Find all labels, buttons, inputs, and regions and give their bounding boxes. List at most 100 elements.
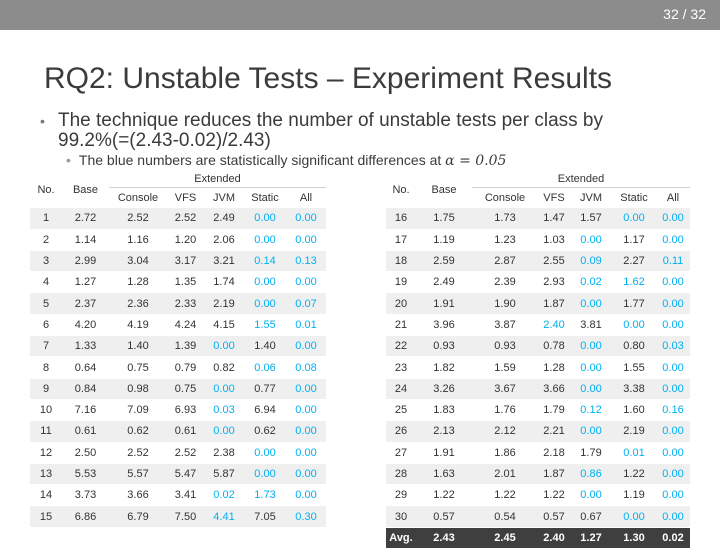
- cell-static: 0.14: [244, 250, 286, 273]
- cell-base: 2.59: [416, 250, 472, 273]
- cell-base: 1.33: [62, 335, 109, 358]
- cell-no: 9: [30, 378, 62, 400]
- cell-all: 0.00: [656, 442, 690, 464]
- cell-all: 0.00: [286, 378, 326, 400]
- header-all: All: [299, 192, 313, 205]
- cell-console: 3.04: [109, 250, 167, 273]
- cell-jvm: 3.81: [570, 314, 612, 337]
- table-row: 15 6.86 6.79 7.50 4.41 7.05 0.30: [30, 505, 326, 528]
- cell-base: 0.84: [62, 378, 109, 400]
- cell-all: 0.00: [286, 399, 326, 422]
- cell-console: 0.54: [472, 505, 538, 528]
- cell-no: 12: [30, 442, 62, 464]
- cell-console: 2.52: [109, 208, 167, 230]
- main-bullet-text: The technique reduces the number of unst…: [58, 110, 603, 151]
- cell-jvm: 0.00: [204, 335, 244, 358]
- cell-static: 1.55: [244, 314, 286, 337]
- cell-all: 0.00: [286, 420, 326, 443]
- cell-console: 1.22: [472, 484, 538, 507]
- cell-vfs: 2.33: [167, 292, 204, 315]
- cell-base: 1.19: [416, 229, 472, 251]
- cell-static: 0.00: [244, 271, 286, 294]
- header-jvm: JVM: [580, 192, 602, 205]
- cell-all: 0.16: [656, 399, 690, 422]
- cell-console: 1.73: [472, 208, 538, 230]
- table-row: 26 2.13 2.12 2.21 0.00 2.19 0.00: [386, 420, 690, 443]
- cell-static: 0.00: [244, 229, 286, 251]
- cell-jvm: 0.00: [570, 229, 612, 251]
- cell-vfs: 1.87: [538, 463, 570, 486]
- header-extended: Extended: [472, 171, 690, 188]
- cell-all: 0.00: [656, 420, 690, 443]
- cell-static: 0.06: [244, 356, 286, 379]
- cell-jvm: 0.03: [204, 399, 244, 422]
- cell-jvm: 2.49: [204, 208, 244, 230]
- cell-jvm: 0.02: [570, 271, 612, 294]
- cell-console: 2.87: [472, 250, 538, 273]
- sub-bullet-dot-icon: •: [66, 152, 71, 168]
- cell-no: 10: [30, 399, 62, 422]
- cell-all: 0.00: [286, 335, 326, 358]
- cell-static: 1.19: [612, 484, 656, 507]
- cell-static: 1.22: [612, 463, 656, 486]
- cell-all: 0.07: [286, 292, 326, 315]
- cell-static: 2.27: [612, 250, 656, 273]
- cell-all: 0.00: [656, 356, 690, 379]
- avg-cell-static: 1.30: [612, 527, 656, 549]
- table-row: 13 5.53 5.57 5.47 5.87 0.00 0.00: [30, 463, 326, 486]
- cell-console: 4.19: [109, 314, 167, 337]
- cell-jvm: 2.38: [204, 442, 244, 464]
- cell-no: 18: [386, 250, 416, 273]
- table-row: 19 2.49 2.39 2.93 0.02 1.62 0.00: [386, 271, 690, 294]
- cell-vfs: 6.93: [167, 399, 204, 422]
- cell-console: 2.12: [472, 420, 538, 443]
- cell-base: 2.49: [416, 271, 472, 294]
- cell-static: 3.38: [612, 378, 656, 400]
- cell-all: 0.00: [286, 208, 326, 230]
- cell-no: 24: [386, 378, 416, 400]
- cell-console: 1.90: [472, 292, 538, 315]
- cell-vfs: 1.79: [538, 399, 570, 422]
- cell-static: 1.73: [244, 484, 286, 507]
- cell-console: 1.86: [472, 442, 538, 464]
- table-row: 9 0.84 0.98 0.75 0.00 0.77 0.00: [30, 378, 326, 400]
- cell-base: 1.83: [416, 399, 472, 422]
- cell-static: 1.77: [612, 292, 656, 315]
- cell-static: 1.40: [244, 335, 286, 358]
- table-row: 5 2.37 2.36 2.33 2.19 0.00 0.07: [30, 292, 326, 315]
- cell-base: 6.86: [62, 505, 109, 528]
- cell-vfs: 2.52: [167, 208, 204, 230]
- cell-console: 2.01: [472, 463, 538, 486]
- cell-no: 29: [386, 484, 416, 507]
- table-row: 24 3.26 3.67 3.66 0.00 3.38 0.00: [386, 378, 690, 400]
- cell-all: 0.00: [656, 505, 690, 528]
- cell-base: 1.27: [62, 271, 109, 294]
- cell-base: 7.16: [62, 399, 109, 422]
- cell-all: 0.00: [656, 378, 690, 400]
- cell-no: 3: [30, 250, 62, 273]
- cell-static: 1.17: [612, 229, 656, 251]
- table-row: 1 2.72 2.52 2.52 2.49 0.00 0.00: [30, 208, 326, 230]
- cell-console: 1.23: [472, 229, 538, 251]
- cell-vfs: 2.21: [538, 420, 570, 443]
- cell-vfs: 1.87: [538, 292, 570, 315]
- cell-static: 0.00: [612, 505, 656, 528]
- cell-all: 0.30: [286, 505, 326, 528]
- cell-static: 0.80: [612, 335, 656, 358]
- cell-jvm: 0.00: [570, 335, 612, 358]
- cell-console: 2.52: [109, 442, 167, 464]
- cell-vfs: 3.17: [167, 250, 204, 273]
- cell-all: 0.13: [286, 250, 326, 273]
- header-console: Console: [117, 192, 159, 205]
- cell-static: 1.60: [612, 399, 656, 422]
- cell-console: 0.62: [109, 420, 167, 443]
- cell-vfs: 1.47: [538, 208, 570, 230]
- cell-static: 0.62: [244, 420, 286, 443]
- cell-base: 3.26: [416, 378, 472, 400]
- cell-jvm: 0.82: [204, 356, 244, 379]
- cell-jvm: 0.00: [570, 356, 612, 379]
- cell-no: 11: [30, 420, 62, 443]
- cell-base: 4.20: [62, 314, 109, 337]
- cell-no: 19: [386, 271, 416, 294]
- cell-base: 5.53: [62, 463, 109, 486]
